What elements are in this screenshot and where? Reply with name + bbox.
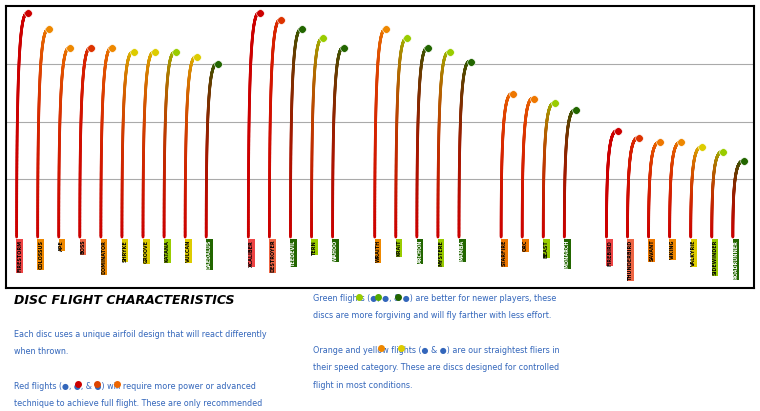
Text: BOSS: BOSS	[81, 240, 85, 254]
Text: TERN: TERN	[312, 240, 317, 254]
Text: DOMINATOR: DOMINATOR	[102, 240, 106, 274]
Text: COLOSSUS: COLOSSUS	[38, 240, 43, 269]
Text: Red flights (●, ●, & ●) will require more power or advanced: Red flights (●, ●, & ●) will require mor…	[14, 382, 255, 391]
Text: discs are more forgiving and will fly farther with less effort.: discs are more forgiving and will fly fa…	[312, 312, 551, 321]
Text: their speed category. These are discs designed for controlled: their speed category. These are discs de…	[312, 363, 559, 372]
Text: VALKYRIE: VALKYRIE	[692, 240, 696, 266]
Text: THUNDERBIRD: THUNDERBIRD	[629, 240, 633, 280]
Text: DESTROYER: DESTROYER	[270, 240, 275, 272]
Text: WRAITH: WRAITH	[375, 240, 381, 262]
Text: FIREBIRD: FIREBIRD	[607, 240, 612, 266]
Text: flight in most conditions.: flight in most conditions.	[312, 381, 412, 390]
Text: GROOVE: GROOVE	[144, 240, 149, 263]
Text: Each disc uses a unique airfoil design that will react differently: Each disc uses a unique airfoil design t…	[14, 330, 266, 339]
Text: Green flights (●, ●, & ●) are better for newer players, these: Green flights (●, ●, & ●) are better for…	[312, 294, 556, 303]
Text: DAEDALUS: DAEDALUS	[207, 240, 212, 269]
Text: ORC: ORC	[523, 240, 528, 251]
Text: APE: APE	[59, 240, 65, 251]
Text: MONARCH: MONARCH	[565, 240, 570, 268]
Text: ROADRUNNER: ROADRUNNER	[733, 240, 739, 279]
Text: DISC FLIGHT CHARACTERISTICS: DISC FLIGHT CHARACTERISTICS	[14, 294, 234, 307]
Text: SHRYKE: SHRYKE	[122, 240, 128, 261]
Text: MYSTERE: MYSTERE	[439, 240, 444, 266]
Text: SAVANT: SAVANT	[649, 240, 654, 261]
Text: VULCAN: VULCAN	[185, 240, 191, 262]
Text: FIRESTORM: FIRESTORM	[17, 240, 22, 272]
Text: TEEDEVIL: TEEDEVIL	[291, 240, 296, 266]
Text: SIDEWINDER: SIDEWINDER	[712, 240, 717, 275]
Text: when thrown.: when thrown.	[14, 347, 68, 356]
Text: BEAST: BEAST	[544, 240, 549, 258]
Text: KRAIT: KRAIT	[397, 240, 401, 256]
Text: Orange and yellow flights (● & ●) are our straightest fliers in: Orange and yellow flights (● & ●) are ou…	[312, 346, 559, 355]
Text: STARFIRE: STARFIRE	[502, 240, 507, 266]
Text: MAMBA: MAMBA	[460, 240, 464, 261]
Text: XCALIBER: XCALIBER	[249, 240, 254, 267]
Text: VIKING: VIKING	[670, 240, 676, 259]
Text: technique to achieve full flight. These are only recommended: technique to achieve full flight. These …	[14, 399, 261, 408]
Text: KATANA: KATANA	[165, 240, 169, 262]
Text: WAHOO: WAHOO	[334, 240, 338, 261]
Text: ARCHON: ARCHON	[417, 240, 423, 263]
